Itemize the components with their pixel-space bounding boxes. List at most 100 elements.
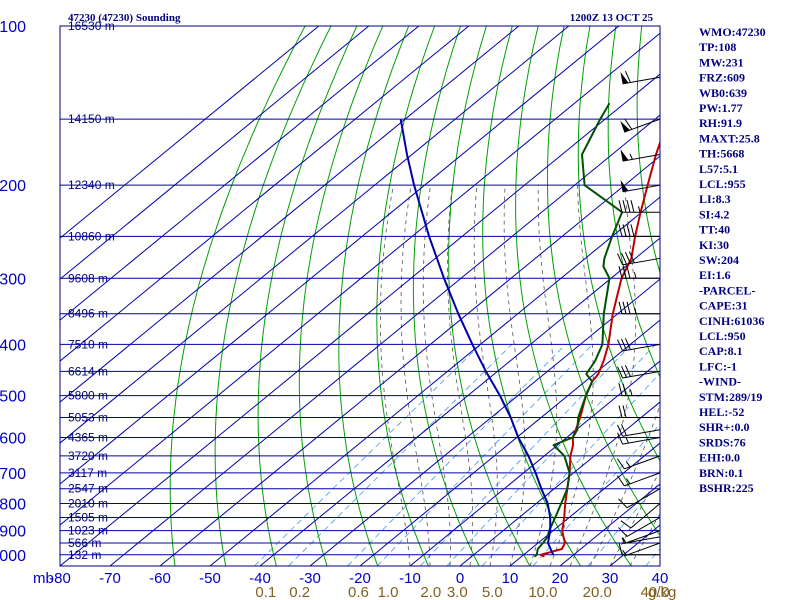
temperature-label: 20	[552, 570, 569, 587]
wind-barb	[618, 405, 660, 419]
barb-flag	[624, 252, 631, 264]
mixing-ratio-line	[446, 344, 656, 566]
wind-barb	[618, 517, 661, 537]
temperature-label: -50	[199, 570, 221, 587]
pressure-label: 300	[0, 271, 26, 288]
barb-pennant	[620, 149, 629, 162]
barb-half-flag	[634, 307, 637, 314]
height-label: 2547 m	[68, 482, 108, 496]
temperature-label: -40	[249, 570, 271, 587]
mixing-ratio-label: 20.0	[583, 584, 612, 600]
index-value: CINH:61036	[699, 314, 764, 328]
index-value: EHI:0.0	[699, 451, 740, 465]
moist-adiabat-line	[380, 185, 411, 566]
height-label: 5800 m	[68, 389, 108, 403]
barb-flag	[621, 252, 627, 265]
barb-half-flag	[629, 153, 633, 160]
barb-flag	[622, 301, 627, 314]
barb-flag	[630, 200, 635, 213]
barb-flag	[626, 266, 631, 279]
barb-flag	[618, 527, 628, 537]
parcel-trace	[399, 118, 555, 556]
index-value: SRDS:76	[699, 435, 746, 449]
pressure-unit-label: mb	[33, 570, 54, 587]
index-value: TP:108	[699, 40, 736, 54]
moist-adiabat-line	[473, 185, 498, 566]
barb-shaft	[626, 488, 661, 509]
barb-shaft	[630, 503, 661, 529]
barb-pennant	[620, 179, 629, 192]
dry-adiabat-line	[448, 26, 531, 566]
pressure-label: 900	[0, 524, 26, 541]
temperature-label: 10	[502, 570, 519, 587]
wind-barb	[620, 179, 661, 193]
barb-shaft	[622, 370, 661, 379]
mixing-ratio-line	[254, 344, 482, 566]
index-value: CAP:8.1	[699, 344, 743, 358]
barb-flag	[618, 224, 623, 237]
temperature-label: -20	[349, 570, 371, 587]
wind-barb	[617, 365, 661, 379]
isotherm-line	[60, 26, 620, 485]
isotherm-line	[60, 73, 660, 566]
barb-shaft	[622, 429, 661, 437]
height-label: 3720 m	[68, 449, 108, 463]
dry-adiabat-line	[771, 26, 800, 566]
height-label: 6614 m	[68, 364, 108, 378]
barb-shaft	[622, 257, 661, 266]
index-value: -WIND-	[699, 375, 741, 389]
isotherm-line	[309, 278, 660, 566]
barb-flag	[626, 301, 631, 314]
temperature-label: -30	[299, 570, 321, 587]
isotherm-line	[109, 114, 660, 566]
height-label: 7510 m	[68, 337, 108, 351]
mixing-ratio-label: 0.2	[289, 584, 310, 600]
wind-barb	[618, 266, 660, 279]
barb-flag	[621, 338, 627, 351]
moist-adiabat-line	[422, 185, 451, 566]
mixing-ratio-lines	[254, 344, 660, 566]
isotherm-line	[60, 26, 320, 239]
barb-flag	[620, 520, 632, 529]
height-label: 1505 m	[68, 510, 108, 524]
index-value: LCL:955	[699, 177, 746, 191]
wind-barb	[618, 488, 661, 509]
barb-shaft	[624, 472, 661, 487]
barb-flag	[617, 432, 624, 445]
dry-adiabat-line	[515, 26, 632, 566]
barb-half-flag	[626, 461, 631, 468]
barb-shaft	[622, 76, 661, 85]
barb-flag	[622, 405, 627, 418]
wind-barb	[620, 149, 661, 162]
barb-flag	[630, 224, 635, 237]
barb-pennant	[620, 120, 630, 133]
barb-flag	[624, 338, 631, 350]
barb-half-flag	[634, 272, 637, 279]
dewpoint-trace	[533, 102, 624, 558]
barb-flag	[616, 458, 625, 470]
index-value: BSHR:225	[699, 481, 754, 495]
index-value: STM:289/19	[699, 390, 762, 404]
mixing-ratio-line	[481, 372, 660, 566]
barb-half-flag	[626, 478, 631, 485]
isotherm-line	[60, 26, 520, 403]
index-value: FRZ:609	[699, 71, 745, 85]
isotherm-line	[359, 319, 660, 566]
mixing-ratio-label: 40.0	[640, 584, 669, 600]
barb-flag	[618, 405, 623, 418]
barb-shaft	[622, 154, 661, 162]
barb-flag	[622, 224, 627, 237]
dry-adiabat-line	[607, 26, 660, 379]
barb-half-flag	[621, 537, 626, 544]
barb-flag	[621, 424, 627, 436]
index-value: LI:8.3	[699, 192, 731, 206]
mixing-ratio-line	[377, 344, 593, 566]
index-value: HEL:-52	[699, 405, 744, 419]
station-title: 47230 (47230) Sounding	[68, 12, 181, 24]
wind-barb	[616, 455, 661, 470]
barb-flag	[617, 253, 624, 266]
index-value: BRN:0.1	[699, 466, 743, 480]
barb-shaft	[622, 184, 661, 193]
height-label: 3117 m	[68, 466, 107, 480]
barb-shaft	[624, 530, 661, 545]
